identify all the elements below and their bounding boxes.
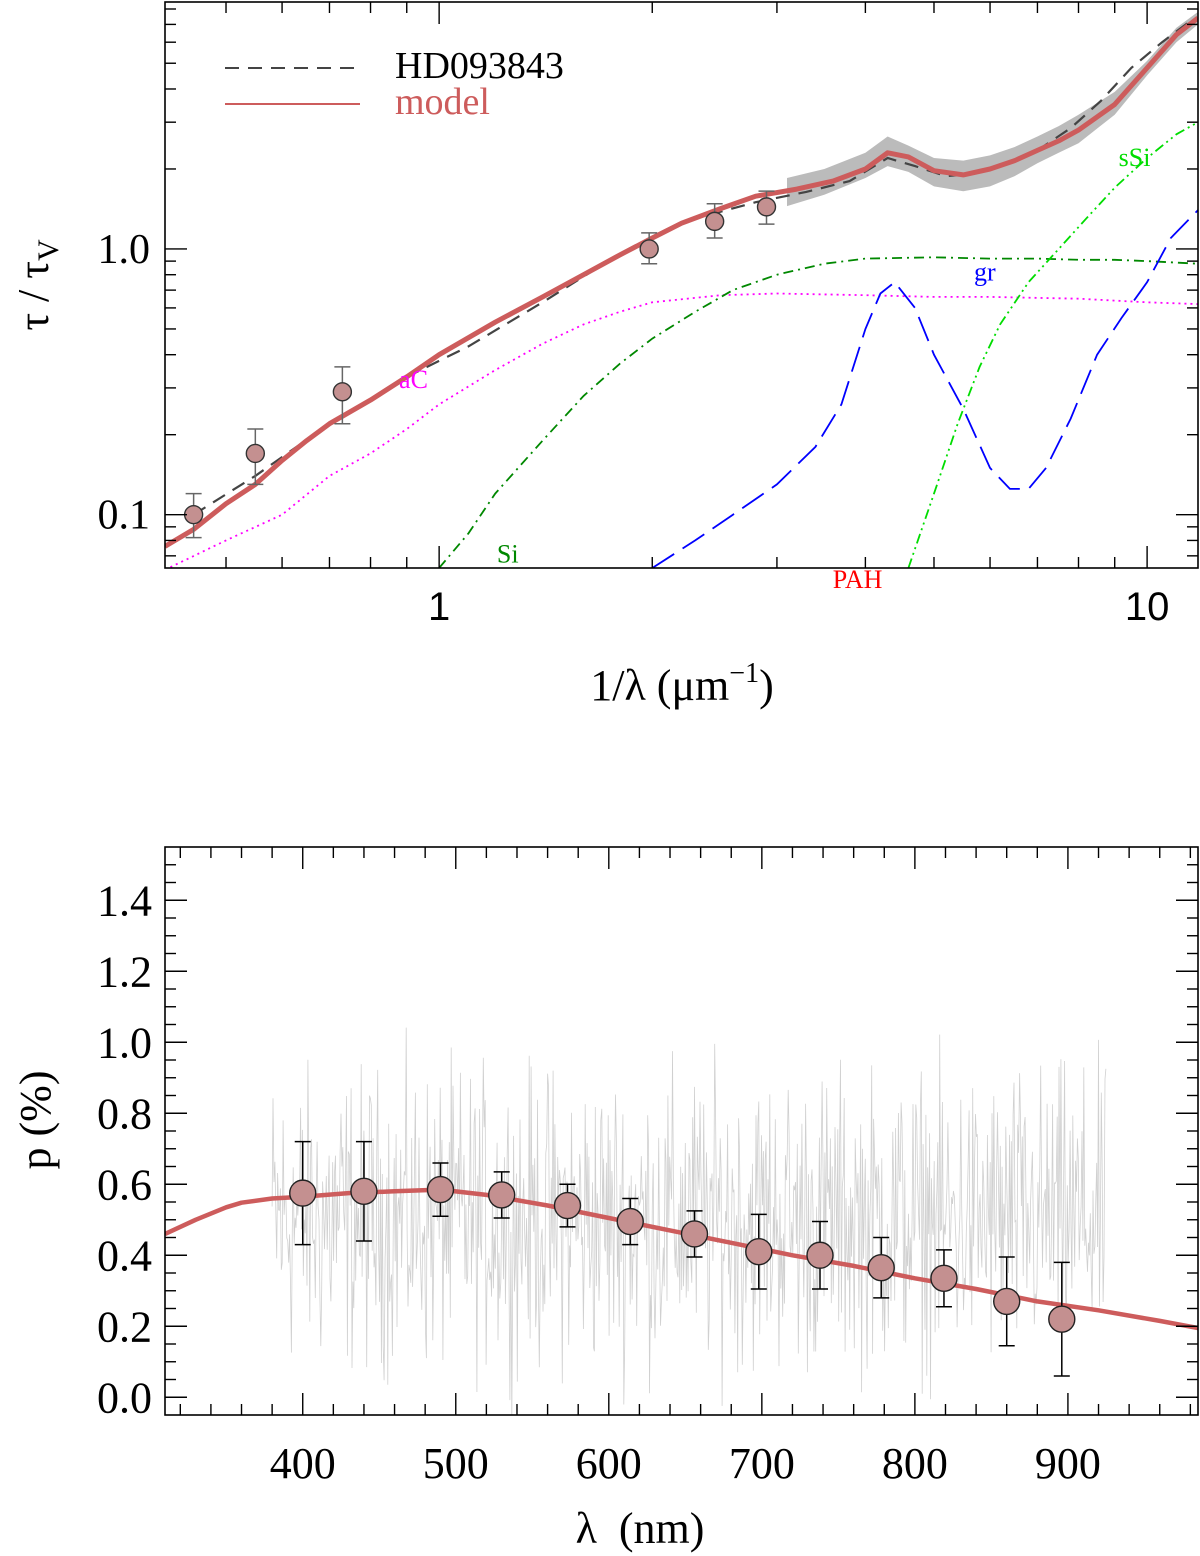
legend-label-model: model [395,81,490,123]
x-axis-title: λ (nm) [576,1504,705,1553]
y-axis-title: p (%) [11,1071,60,1170]
data-point [616,1207,644,1236]
model-curve-line [165,16,1198,549]
x-tick-label: 800 [882,1439,948,1488]
data-point [332,382,353,402]
x-tick-label: 700 [729,1439,795,1488]
data-point [680,1220,709,1248]
component-label-PAH: PAH [833,565,883,594]
plot-frame [164,1,1199,569]
component-label-gr: gr [974,258,996,287]
y-axis-title: τ / τV [9,239,65,331]
component-curve-sSi [907,121,1198,568]
model-curve [165,16,1198,549]
plot-frame [164,846,1199,1416]
component-curve-Si [438,256,1198,568]
data-point [350,1177,378,1206]
data-point [745,1237,773,1266]
data-point [756,197,777,217]
noisy-spectrum [271,1027,1107,1415]
component-label-sSi: sSi [1119,143,1151,172]
x-axis-title: 1/λ (μm−1) [590,658,773,710]
component-label-Si: Si [497,540,519,569]
tick-labels: 400 500 600 700 800 900 0.0 0.2 0.4 0.6 0.8 1.0 1.2 1… [97,876,1101,1488]
data-points [183,190,777,539]
data-point [639,239,659,259]
data-point [553,1191,582,1220]
y-tick-label: 1.0 [97,1018,152,1067]
observed-curve [193,20,1191,516]
data-point [183,504,204,525]
data-point [289,1179,317,1207]
y-tick-label: 1.4 [97,876,152,925]
x-tick-label: 500 [423,1439,489,1488]
component-curves [166,121,1198,568]
component-curve-gr [651,209,1198,568]
y-tick-label: 0.0 [97,1373,152,1422]
x-tick-label: 1 [428,585,450,629]
component-labels: aC Si gr sSi PAH [399,143,1150,594]
observed-curve-line [193,20,1191,516]
noisy-spectrum-line [271,1027,1107,1415]
y-tick-label: 1.0 [98,227,151,273]
component-label-aC: aC [399,365,428,394]
y-tick-label: 0.1 [98,493,151,539]
data-point [867,1253,895,1282]
data-point [426,1175,455,1204]
extinction-panel: 1 10 0.1 1.0 aC Si gr sSi PAH HD093843 model 1/… [9,1,1199,710]
data-point [930,1264,958,1293]
y-tick-label: 1.2 [97,947,152,996]
y-tick-label: 0.8 [97,1089,152,1138]
x-tick-label: 400 [270,1439,336,1488]
axis-ticks [165,847,1198,1415]
tick-labels: 1 10 0.1 1.0 [98,227,1170,629]
y-tick-label: 0.6 [97,1160,152,1209]
x-tick-label: 900 [1035,1439,1101,1488]
data-point [993,1287,1021,1316]
data-point [806,1241,834,1269]
data-points [289,1140,1076,1377]
y-tick-label: 0.4 [97,1231,152,1280]
data-point [704,211,725,232]
component-curve-aC [166,292,1198,568]
x-tick-label: 10 [1125,585,1170,629]
data-point [1048,1305,1076,1333]
axis-ticks [165,2,1198,568]
polarization-panel: 400 500 600 700 800 900 0.0 0.2 0.4 0.6 0.8 1.0 1.2 1… [11,846,1199,1553]
legend-label-observed: HD093843 [395,45,564,87]
x-tick-label: 600 [576,1439,642,1488]
data-point [487,1181,516,1209]
data-point [245,443,266,464]
y-tick-label: 0.2 [97,1302,152,1351]
legend: HD093843 model [225,45,564,123]
